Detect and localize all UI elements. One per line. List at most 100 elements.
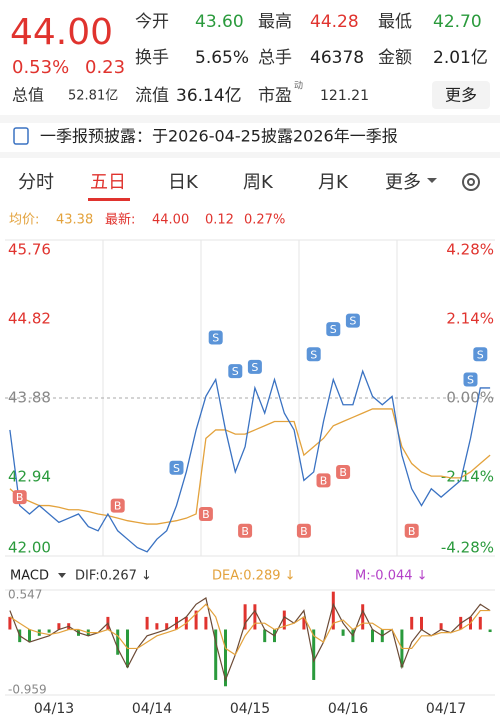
macd-label[interactable]: MACD [10,569,49,584]
macd-bar [488,629,492,633]
y2-tick-label: 2.14% [446,310,494,328]
macd-bar [410,616,414,630]
trade-marker [169,460,184,475]
macd-bar [243,604,247,630]
avg-label: 均价: [9,213,39,228]
stat-label: 换手 [135,48,169,68]
macd-bar [478,616,482,630]
x-tick-label: 04/16 [328,701,368,717]
x-tick-label: 04/13 [34,701,74,717]
series-line [9,369,491,553]
trade-marker-label: B [320,474,328,487]
trade-marker-label: S [173,462,180,475]
dea: DEA:0.289 ↓ [212,569,296,584]
change: 0.23 [85,57,125,78]
m: M:-0.044 ↓ [355,569,428,584]
stat-value: 44.28 [310,12,359,32]
trade-marker [336,464,351,479]
trade-marker [110,498,125,513]
y-tick-label: 45.76 [8,241,51,259]
dropdown-icon [58,573,66,578]
trade-marker [208,330,223,345]
macd-bar [145,616,149,630]
settings-icon[interactable] [462,173,480,191]
trade-marker [228,364,243,379]
tab[interactable]: 分时 [18,172,54,193]
label: 流值 [135,86,169,106]
stat-value: 5.65% [195,48,249,68]
trade-marker-label: S [330,323,337,336]
info-change: 0.12 [205,213,234,228]
stat-value: 43.60 [195,12,244,32]
dif: DIF:0.267 ↓ [75,569,152,584]
macd-bar [331,591,335,630]
tab[interactable]: 周K [243,172,274,193]
value: 36.14亿 [176,86,242,106]
macd-bar [439,623,443,630]
macd-bar [155,623,159,630]
notice[interactable]: 一季报预披露：于2026-04-25披露2026年一季报 [40,127,398,146]
macd-bar [302,616,306,630]
trade-marker-label: B [300,525,308,538]
price: 44.00 [10,12,113,53]
macd-bar [263,629,267,643]
trade-marker-label: B [339,466,347,479]
trade-marker-label: S [477,348,484,361]
trade-marker [296,523,311,538]
macd-bar [420,616,423,630]
tab[interactable]: 更多 [385,172,421,193]
y-tick-label: 44.82 [8,310,51,328]
latest-label: 最新: [105,212,135,228]
stat-label: 最高 [258,12,292,32]
trade-marker-label: S [212,331,219,344]
macd-header [0,563,500,587]
macd-bar [361,604,365,630]
macd-tick-label: -0.959 [8,683,47,697]
trade-marker [12,490,27,505]
y-tick-label: 42.94 [8,468,51,486]
macd-bar [371,629,374,643]
macd-bar [224,629,227,687]
divider [0,115,500,123]
trade-marker-label: S [251,361,258,374]
macd-line [9,603,491,656]
macd-bar [8,616,12,630]
more-button[interactable] [432,81,490,109]
change-pct: 0.53% [12,57,69,78]
macd-tick-label: 0.547 [8,588,42,602]
trade-marker [326,322,341,337]
trade-marker-label: B [16,491,24,504]
trade-marker-label: B [408,525,416,538]
y2-tick-label: -2.14% [441,468,494,486]
trade-marker-label: S [232,365,239,378]
tab[interactable]: 月K [318,172,349,193]
label: 市盈 [258,86,292,106]
x-tick-label: 04/14 [132,701,172,717]
trade-marker [345,313,360,328]
value: 121.21 [320,88,369,104]
trade-marker [247,359,262,374]
notice-icon [13,127,29,145]
trade-marker [404,523,419,538]
macd-bar [116,629,120,655]
stat-value: 42.70 [433,12,482,32]
trade-marker-label: B [202,508,210,521]
tab-underline [88,198,130,201]
tab[interactable]: 日K [168,172,199,193]
tab[interactable]: 五日 [90,172,126,193]
x-tick-label: 04/17 [426,701,466,717]
trade-marker [238,523,253,538]
info-change-pct: 0.27% [244,213,285,228]
macd-bar [204,616,208,630]
macd-bar [57,623,61,630]
more-button-text[interactable]: 更多 [445,86,477,105]
trade-marker-label: S [310,348,317,361]
macd-bar [28,629,31,643]
y2-tick-label: -4.28% [441,539,494,557]
macd-bar [282,610,286,630]
trade-marker [463,372,478,387]
trade-marker-label: B [241,525,249,538]
trade-marker [306,347,321,362]
y-tick-label: 42.00 [8,539,51,557]
